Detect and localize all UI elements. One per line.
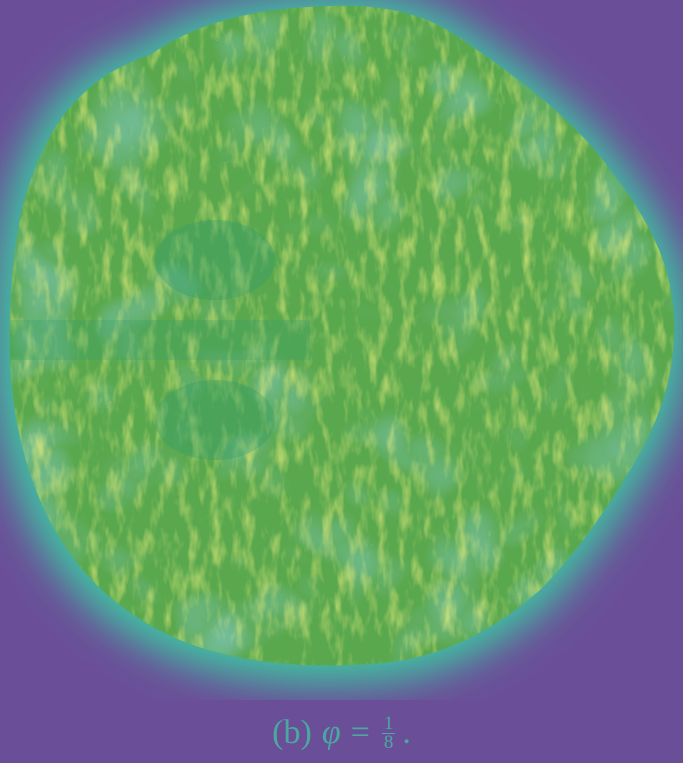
figure-image [0, 0, 683, 685]
caption-fraction: 1 8 [377, 712, 401, 753]
caption-label: (b) [272, 714, 312, 751]
caption-denominator: 8 [383, 731, 394, 753]
caption-numerator: 1 [381, 712, 396, 734]
caption-relation: = [350, 714, 370, 751]
caption: (b) φ = 1 8 . [0, 708, 683, 758]
caption-variable: φ [321, 714, 341, 751]
caption-end: . [402, 714, 411, 751]
